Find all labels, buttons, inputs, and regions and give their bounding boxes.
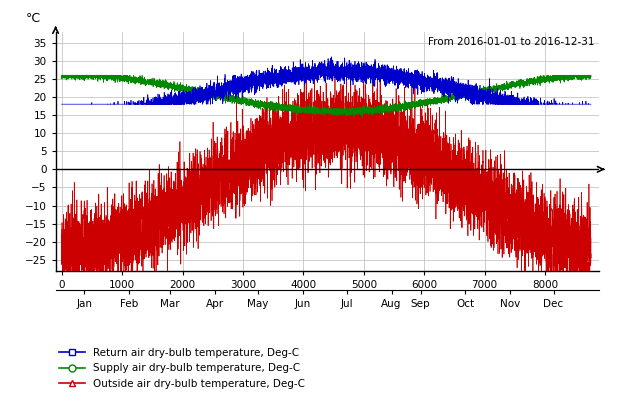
Text: From 2016-01-01 to 2016-12-31: From 2016-01-01 to 2016-12-31 [428, 37, 594, 47]
Legend: Return air dry-bulb temperature, Deg-C, Supply air dry-bulb temperature, Deg-C, : Return air dry-bulb temperature, Deg-C, … [54, 344, 310, 393]
Text: °C: °C [26, 12, 41, 25]
